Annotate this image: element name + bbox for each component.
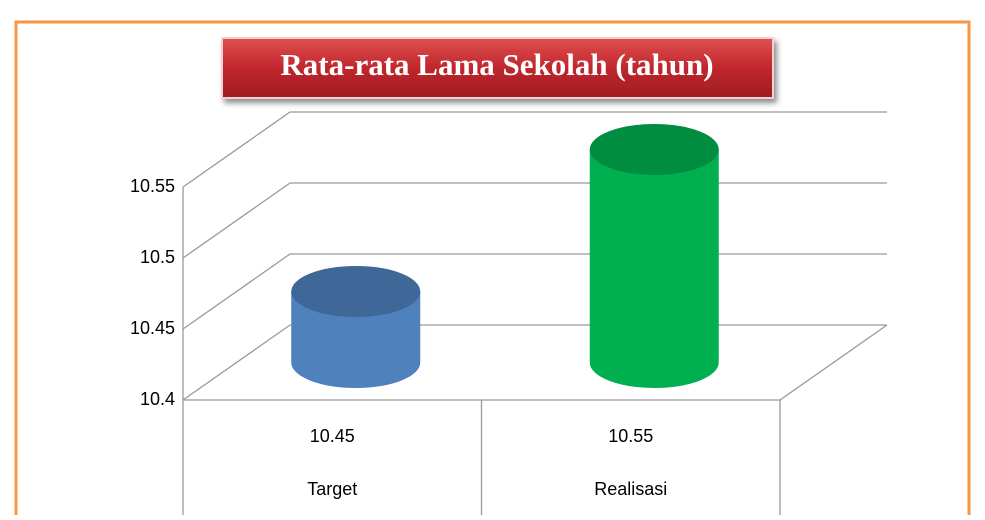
table-value: 10.45 — [310, 426, 355, 446]
y-tick-label: 10.45 — [130, 318, 175, 338]
floor-side — [779, 324, 888, 401]
grid-line — [182, 111, 291, 188]
cylinder — [291, 266, 421, 388]
bar-top — [589, 124, 719, 175]
y-tick-label: 10.5 — [140, 247, 175, 267]
grid-line — [182, 324, 291, 401]
bar — [291, 291, 421, 388]
table-value: 10.55 — [608, 426, 653, 446]
frame — [14, 20, 971, 520]
grid-line — [182, 253, 291, 330]
bar-top — [291, 266, 421, 317]
x-tick-label: Target — [307, 479, 357, 499]
bar — [589, 149, 719, 388]
chart-title: Rata-rata Lama Sekolah (tahun) — [280, 47, 713, 82]
y-tick-label: 10.55 — [130, 176, 175, 196]
y-tick-label: 10.4 — [140, 389, 175, 409]
x-tick-label: Realisasi — [594, 479, 667, 499]
grid-line — [182, 182, 291, 259]
cylinder — [589, 124, 719, 388]
title-box — [221, 37, 774, 99]
